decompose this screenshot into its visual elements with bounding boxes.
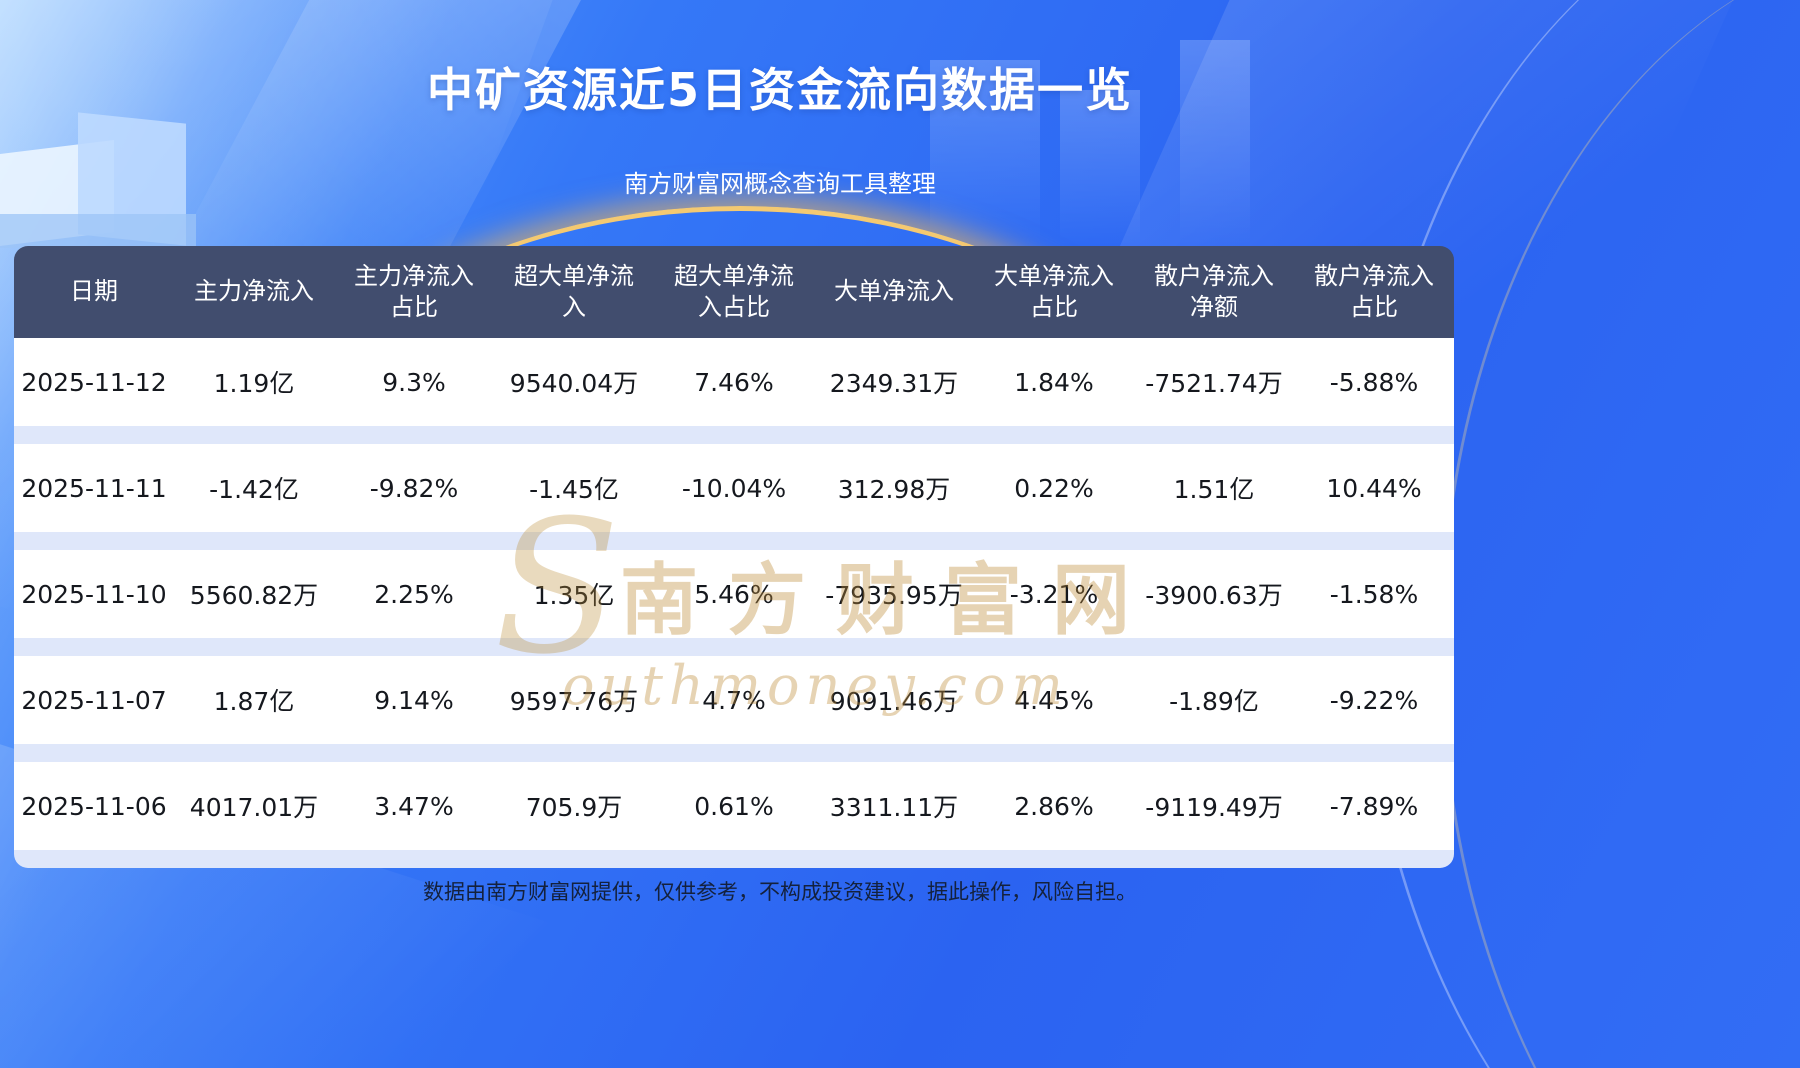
table-row: 2025-11-06 4017.01万 3.47% 705.9万 0.61% 3… <box>14 762 1454 850</box>
cell-retail-net-inflow-pct: -7.89% <box>1329 791 1419 821</box>
cell-large-order-net-inflow-pct: 1.84% <box>1014 367 1094 397</box>
cell-xl-order-net-inflow-pct: -10.04% <box>681 473 787 503</box>
cell-main-net-inflow-pct: 9.3% <box>382 367 446 397</box>
cell-retail-net-inflow-pct: 10.44% <box>1326 473 1422 503</box>
cell-large-order-net-inflow: 312.98万 <box>837 475 951 504</box>
decorative-light-pillar <box>1180 40 1250 246</box>
column-header-xl-order-net-inflow-pct: 超大单净流 入占比 <box>674 261 794 321</box>
cell-main-net-inflow: 5560.82万 <box>189 581 319 610</box>
column-header-main-net-inflow-pct: 主力净流入 占比 <box>354 261 474 321</box>
cell-large-order-net-inflow: 9091.46万 <box>829 687 959 716</box>
cell-retail-net-inflow: -7521.74万 <box>1145 369 1283 398</box>
cell-large-order-net-inflow: -7935.95万 <box>825 581 963 610</box>
cell-retail-net-inflow: -1.89亿 <box>1169 687 1259 716</box>
table-row: 2025-11-12 1.19亿 9.3% 9540.04万 7.46% 234… <box>14 338 1454 426</box>
page-title: 中矿资源近5日资金流向数据一览 <box>426 63 1133 117</box>
cell-large-order-net-inflow-pct: 4.45% <box>1014 685 1094 715</box>
table-header-row: 日期 主力净流入 主力净流入 占比 超大单净流 入 超大单净流 入占比 大单净流… <box>14 246 1454 338</box>
cell-large-order-net-inflow-pct: -3.21% <box>1009 579 1099 609</box>
cell-xl-order-net-inflow-pct: 7.46% <box>694 367 774 397</box>
cell-large-order-net-inflow: 2349.31万 <box>829 369 959 398</box>
fund-flow-table: 日期 主力净流入 主力净流入 占比 超大单净流 入 超大单净流 入占比 大单净流… <box>14 246 1454 868</box>
decorative-light-pillar <box>1060 90 1140 246</box>
cell-retail-net-inflow-pct: -1.58% <box>1329 579 1419 609</box>
cell-xl-order-net-inflow: 9540.04万 <box>509 369 639 398</box>
cell-retail-net-inflow-pct: -5.88% <box>1329 367 1419 397</box>
cell-date: 2025-11-12 <box>21 367 167 397</box>
cell-xl-order-net-inflow: 705.9万 <box>525 793 623 822</box>
cell-main-net-inflow-pct: 9.14% <box>374 685 454 715</box>
cell-large-order-net-inflow-pct: 0.22% <box>1014 473 1094 503</box>
page-subtitle: 南方财富网概念查询工具整理 <box>624 170 936 198</box>
page-header: 中矿资源近5日资金流向数据一览 南方财富网概念查询工具整理 <box>0 0 1560 199</box>
column-header-retail-net-inflow: 散户净流入 净额 <box>1154 261 1274 321</box>
column-header-retail-net-inflow-pct: 散户净流入 占比 <box>1314 261 1434 321</box>
cell-retail-net-inflow: 1.51亿 <box>1173 475 1255 504</box>
decorative-light-pillar <box>930 60 1040 246</box>
cell-main-net-inflow: 1.87亿 <box>213 687 295 716</box>
cell-xl-order-net-inflow: -1.45亿 <box>529 475 619 504</box>
cell-xl-order-net-inflow-pct: 0.61% <box>694 791 774 821</box>
cell-main-net-inflow-pct: 2.25% <box>374 579 454 609</box>
column-header-xl-order-net-inflow: 超大单净流 入 <box>514 261 634 321</box>
table-body: 2025-11-12 1.19亿 9.3% 9540.04万 7.46% 234… <box>14 338 1454 868</box>
cell-retail-net-inflow-pct: -9.22% <box>1329 685 1419 715</box>
disclaimer: 数据由南方财富网提供，仅供参考，不构成投资建议，据此操作，风险自担。 <box>423 880 1137 904</box>
cell-main-net-inflow-pct: 3.47% <box>374 791 454 821</box>
column-header-main-net-inflow: 主力净流入 <box>194 277 314 306</box>
column-header-large-order-net-inflow: 大单净流入 <box>834 277 954 306</box>
cell-date: 2025-11-10 <box>21 579 167 609</box>
column-header-large-order-net-inflow-pct: 大单净流入 占比 <box>994 261 1114 321</box>
cell-retail-net-inflow: -9119.49万 <box>1145 793 1283 822</box>
cell-xl-order-net-inflow-pct: 4.7% <box>702 685 766 715</box>
cell-date: 2025-11-11 <box>21 473 167 503</box>
cell-xl-order-net-inflow: 1.35亿 <box>533 581 615 610</box>
cell-large-order-net-inflow-pct: 2.86% <box>1014 791 1094 821</box>
cell-main-net-inflow: 1.19亿 <box>213 369 295 398</box>
decorative-cube <box>0 214 196 248</box>
cell-large-order-net-inflow: 3311.11万 <box>829 793 959 822</box>
cell-date: 2025-11-06 <box>21 791 167 821</box>
gold-arc-decoration <box>255 206 1225 846</box>
cell-xl-order-net-inflow-pct: 5.46% <box>694 579 774 609</box>
table-row: 2025-11-07 1.87亿 9.14% 9597.76万 4.7% 909… <box>14 656 1454 744</box>
cell-xl-order-net-inflow: 9597.76万 <box>509 687 639 716</box>
cell-main-net-inflow: -1.42亿 <box>209 475 299 504</box>
cell-date: 2025-11-07 <box>21 685 167 715</box>
cell-retail-net-inflow: -3900.63万 <box>1145 581 1283 610</box>
cell-main-net-inflow-pct: -9.82% <box>369 473 459 503</box>
table-row: 2025-11-11 -1.42亿 -9.82% -1.45亿 -10.04% … <box>14 444 1454 532</box>
table-row: 2025-11-10 5560.82万 2.25% 1.35亿 5.46% -7… <box>14 550 1454 638</box>
column-header-date: 日期 <box>70 277 118 306</box>
cell-main-net-inflow: 4017.01万 <box>189 793 319 822</box>
